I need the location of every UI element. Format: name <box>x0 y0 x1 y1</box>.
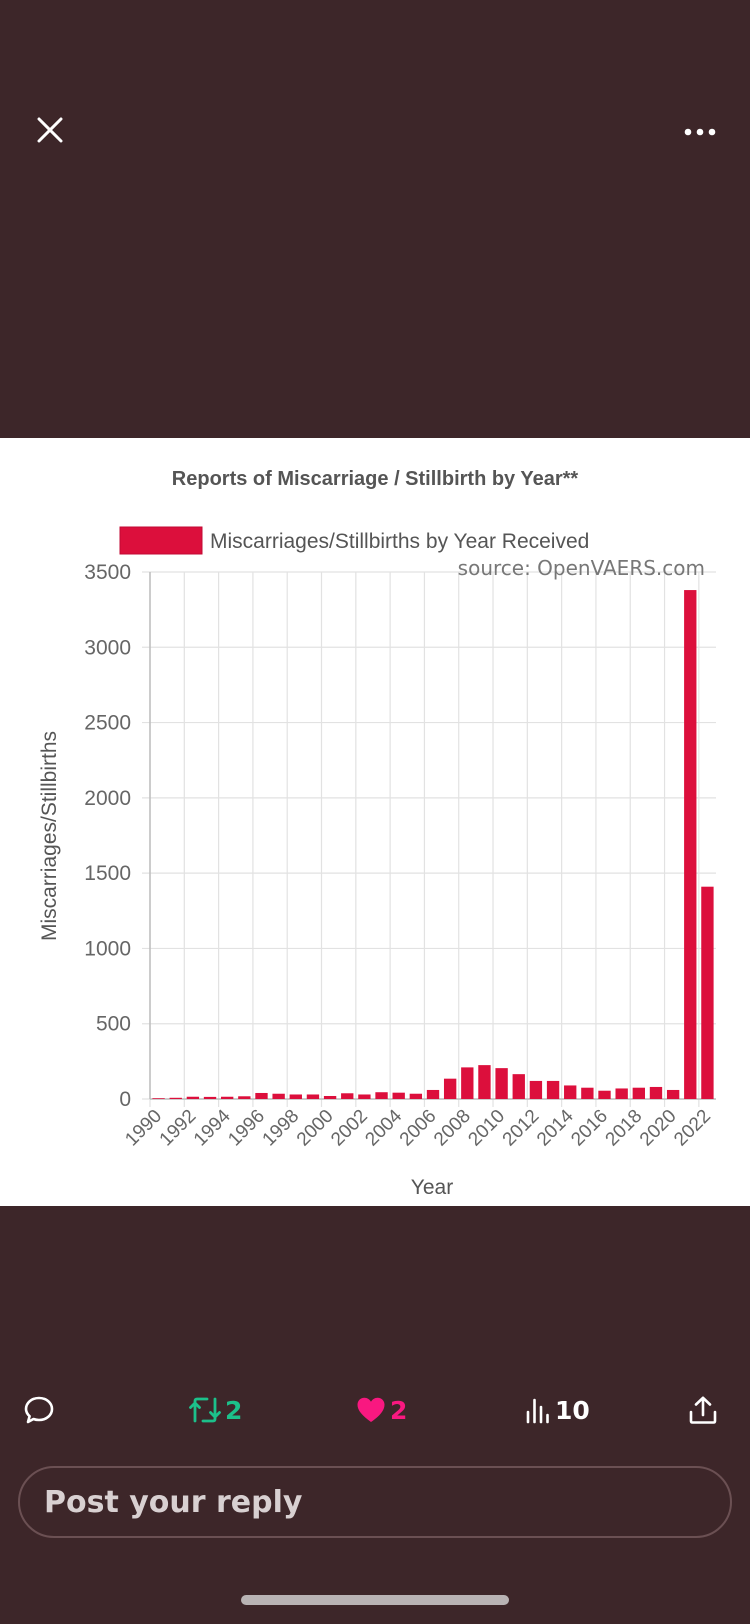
reply-button[interactable] <box>24 1380 56 1440</box>
chart-title: Reports of Miscarriage / Stillbirth by Y… <box>172 468 579 490</box>
reply-box[interactable]: Post your reply <box>18 1466 732 1538</box>
bar-2020[interactable] <box>666 1089 680 1099</box>
bar-2002[interactable] <box>358 1094 371 1099</box>
x-tick-label: 2012 <box>499 1106 544 1151</box>
grid-lines <box>142 571 716 1107</box>
x-tick-label: 2016 <box>567 1106 612 1151</box>
close-button[interactable] <box>30 110 70 150</box>
x-tick-label: 1994 <box>190 1105 235 1150</box>
bar-2014[interactable] <box>564 1085 577 1099</box>
bar-2000[interactable] <box>323 1095 337 1099</box>
y-tick-label: 3500 <box>84 561 131 584</box>
bar-1998[interactable] <box>289 1094 302 1099</box>
x-tick-labels: 1990199219941996199820002002200420062008… <box>121 1105 715 1150</box>
x-tick-label: 1996 <box>224 1106 269 1151</box>
source-watermark: source: OpenVAERS.com <box>458 556 705 580</box>
bar-1999[interactable] <box>306 1094 320 1099</box>
retweet-icon <box>189 1397 221 1423</box>
bars <box>152 590 714 1099</box>
share-button[interactable] <box>688 1380 718 1440</box>
x-tick-label: 2002 <box>327 1106 372 1151</box>
bar-2021[interactable] <box>684 590 697 1099</box>
bar-2012[interactable] <box>529 1080 543 1099</box>
y-axis-label: Miscarriages/Stillbirths <box>38 731 61 941</box>
analytics-icon <box>526 1398 549 1424</box>
bar-2018[interactable] <box>632 1087 645 1099</box>
x-tick-label: 2022 <box>670 1106 715 1151</box>
bar-2007[interactable] <box>443 1078 457 1099</box>
legend-label[interactable]: Miscarriages/Stillbirths by Year Receive… <box>210 530 589 553</box>
bar-2004[interactable] <box>392 1092 405 1099</box>
x-tick-label: 2004 <box>361 1105 406 1150</box>
bar-2009[interactable] <box>478 1065 491 1099</box>
more-options-button[interactable] <box>680 112 720 152</box>
bar-1996[interactable] <box>255 1092 268 1099</box>
share-icon <box>689 1396 717 1424</box>
chart-image[interactable]: Reports of Miscarriage / Stillbirth by Y… <box>0 438 750 1206</box>
retweet-button[interactable]: 2 <box>189 1380 242 1440</box>
y-tick-label: 500 <box>96 1013 131 1036</box>
bar-chart: Reports of Miscarriage / Stillbirth by Y… <box>38 468 716 1199</box>
x-tick-label: 2008 <box>430 1106 475 1151</box>
y-tick-labels: 0 500 1000 1500 2000 2500 3000 3500 <box>84 561 131 1111</box>
bar-2015[interactable] <box>581 1087 594 1099</box>
y-tick-label: 3000 <box>84 636 131 659</box>
bar-1990[interactable] <box>152 1098 165 1099</box>
x-tick-label: 2018 <box>602 1106 647 1151</box>
x-axis-label: Year <box>411 1176 453 1199</box>
bar-1991[interactable] <box>169 1097 182 1099</box>
bar-2005[interactable] <box>409 1093 423 1099</box>
y-tick-label: 1500 <box>84 862 131 885</box>
y-tick-label: 2000 <box>84 787 131 810</box>
bar-1992[interactable] <box>186 1096 200 1099</box>
x-tick-label: 2000 <box>293 1106 338 1151</box>
x-tick-label: 2020 <box>636 1106 681 1151</box>
bar-1993[interactable] <box>203 1096 217 1099</box>
heart-icon <box>357 1397 385 1422</box>
x-tick-label: 1992 <box>156 1106 201 1151</box>
y-tick-label: 0 <box>119 1088 131 1111</box>
like-count: 2 <box>390 1395 408 1425</box>
bar-2011[interactable] <box>512 1074 525 1099</box>
like-button[interactable]: 2 <box>356 1380 407 1440</box>
bar-2008[interactable] <box>461 1067 474 1099</box>
bar-1997[interactable] <box>272 1093 285 1099</box>
bar-2019[interactable] <box>649 1086 663 1099</box>
bar-2003[interactable] <box>375 1092 388 1099</box>
bar-2022[interactable] <box>701 886 714 1099</box>
x-tick-label: 2006 <box>396 1106 441 1151</box>
close-icon <box>37 117 63 143</box>
legend-swatch <box>119 526 203 555</box>
x-tick-label: 1998 <box>259 1106 304 1151</box>
bar-2001[interactable] <box>341 1093 354 1099</box>
bar-2016[interactable] <box>598 1090 611 1099</box>
reply-input[interactable]: Post your reply <box>44 1484 303 1520</box>
views-count: 10 <box>555 1395 590 1425</box>
reply-icon <box>24 1396 54 1424</box>
home-indicator[interactable] <box>241 1595 509 1605</box>
top-bar <box>0 0 750 200</box>
x-tick-label: 2014 <box>533 1105 578 1150</box>
bar-2010[interactable] <box>495 1068 508 1099</box>
bar-2013[interactable] <box>546 1080 560 1099</box>
x-tick-label: 1990 <box>121 1106 166 1151</box>
more-horizontal-icon <box>684 128 716 136</box>
bar-1995[interactable] <box>238 1096 251 1099</box>
bar-2017[interactable] <box>615 1088 628 1099</box>
bar-2006[interactable] <box>426 1089 440 1099</box>
action-bar: 2 2 10 <box>0 1380 750 1440</box>
retweet-count: 2 <box>225 1395 243 1425</box>
y-tick-label: 1000 <box>84 937 131 960</box>
bar-1994[interactable] <box>221 1096 234 1099</box>
y-tick-label: 2500 <box>84 712 131 735</box>
x-tick-label: 2010 <box>464 1106 509 1151</box>
views-button[interactable]: 10 <box>525 1380 590 1440</box>
